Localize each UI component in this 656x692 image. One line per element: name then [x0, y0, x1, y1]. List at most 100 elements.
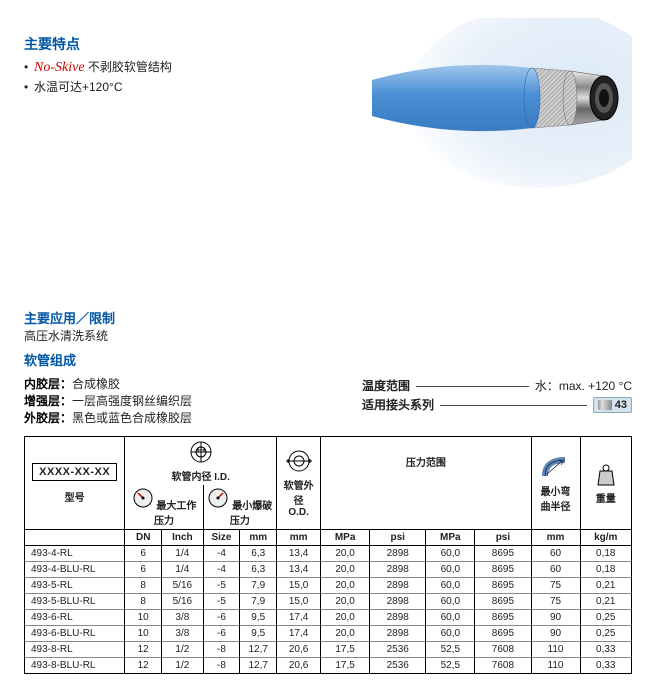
table-cell: 110: [531, 642, 580, 658]
hdr-pressure: 压力范围: [321, 437, 531, 486]
unit-header: [25, 530, 125, 546]
table-cell: 60,0: [426, 610, 475, 626]
table-cell: 15,0: [277, 578, 321, 594]
temp-label: 温度范围: [362, 377, 410, 394]
table-cell: 493-5-RL: [25, 578, 125, 594]
table-cell: 1/2: [162, 658, 204, 674]
top-section: 主要特点 •No-Skive 不剥胶软管结构 •水温可达+120°C: [24, 18, 632, 188]
gauge-icon: [132, 487, 154, 509]
table-cell: 17,4: [277, 610, 321, 626]
unit-header: kg/m: [580, 530, 632, 546]
table-cell: 20,0: [321, 546, 370, 562]
unit-header: Size: [203, 530, 240, 546]
id-icon: [188, 439, 214, 465]
table-cell: 493-4-RL: [25, 546, 125, 562]
hdr-weight: 重量: [580, 437, 632, 530]
table-cell: 2898: [370, 546, 426, 562]
features-bullets: •No-Skive 不剥胶软管结构 •水温可达+120°C: [24, 58, 372, 95]
table-cell: 60,0: [426, 546, 475, 562]
unit-header: MPa: [321, 530, 370, 546]
table-cell: 6,3: [240, 546, 277, 562]
table-cell: 17,5: [321, 642, 370, 658]
hdr-model-label: 型号: [28, 489, 121, 504]
composition-section: 软管组成 内胶层：合成橡胶 增强层：一层高强度钢丝编织层 外胶层：黑色或蓝色合成…: [24, 350, 632, 426]
table-cell: 493-8-RL: [25, 642, 125, 658]
table-cell: 12: [125, 658, 162, 674]
unit-header: psi: [475, 530, 531, 546]
application-text: 高压水清洗系统: [24, 327, 632, 344]
fitting-icon: [598, 400, 612, 410]
table-cell: 75: [531, 594, 580, 610]
table-cell: 8: [125, 594, 162, 610]
unit-header: mm: [277, 530, 321, 546]
composition-right: 温度范围 水：max. +120 °C 适用接头系列 43: [362, 375, 632, 415]
hdr-maxwork: 最大工作压力: [125, 485, 203, 530]
table-cell: 2898: [370, 562, 426, 578]
reinforce-value: 一层高强度钢丝编织层: [72, 394, 192, 408]
table-cell: 0,21: [580, 578, 632, 594]
table-cell: 12,7: [240, 658, 277, 674]
table-cell: 13,4: [277, 562, 321, 578]
outer-value: 黑色或蓝色合成橡胶层: [72, 411, 192, 425]
unit-header: Inch: [162, 530, 204, 546]
table-cell: 13,4: [277, 546, 321, 562]
table-cell: 20,0: [321, 594, 370, 610]
table-row: 493-8-RL121/2-812,720,617,5253652,576081…: [25, 642, 632, 658]
table-cell: 1/2: [162, 642, 204, 658]
feature-bullet: •水温可达+120°C: [24, 78, 372, 95]
composition-heading: 软管组成: [24, 350, 632, 369]
inner-value: 合成橡胶: [72, 377, 120, 391]
hdr-bend: 最小弯 曲半径: [531, 437, 580, 530]
hose-svg: [372, 18, 632, 188]
table-cell: 60,0: [426, 594, 475, 610]
table-cell: 7608: [475, 642, 531, 658]
table-cell: 6: [125, 546, 162, 562]
table-cell: 0,18: [580, 562, 632, 578]
table-cell: 2898: [370, 578, 426, 594]
application-heading: 主要应用／限制: [24, 308, 632, 327]
table-cell: 90: [531, 610, 580, 626]
table-cell: 8695: [475, 610, 531, 626]
feature-bullet: •No-Skive 不剥胶软管结构: [24, 58, 372, 76]
table-cell: 8695: [475, 578, 531, 594]
table-cell: 7,9: [240, 594, 277, 610]
table-cell: 9,5: [240, 610, 277, 626]
hdr-id: 软管内径 I.D.: [125, 437, 277, 486]
table-cell: 60: [531, 562, 580, 578]
table-cell: 20,6: [277, 642, 321, 658]
table-cell: -4: [203, 546, 240, 562]
application-section: 主要应用／限制 高压水清洗系统: [24, 308, 632, 344]
table-cell: 493-8-BLU-RL: [25, 658, 125, 674]
table-cell: -4: [203, 562, 240, 578]
table-cell: 20,6: [277, 658, 321, 674]
table-row: 493-4-RL61/4-46,313,420,0289860,08695600…: [25, 546, 632, 562]
table-cell: -8: [203, 658, 240, 674]
table-cell: 60,0: [426, 562, 475, 578]
table-row: 493-4-BLU-RL61/4-46,313,420,0289860,0869…: [25, 562, 632, 578]
table-cell: 0,25: [580, 610, 632, 626]
table-cell: -8: [203, 642, 240, 658]
table-cell: 3/8: [162, 610, 204, 626]
unit-header: mm: [240, 530, 277, 546]
table-row: 493-5-BLU-RL85/16-57,915,020,0289860,086…: [25, 594, 632, 610]
table-cell: 493-5-BLU-RL: [25, 594, 125, 610]
table-cell: 493-6-RL: [25, 610, 125, 626]
model-placeholder: XXXX-XX-XX: [32, 463, 117, 481]
table-cell: 7,9: [240, 578, 277, 594]
gauge-icon-2: [207, 487, 229, 509]
table-cell: 8: [125, 578, 162, 594]
table-cell: -5: [203, 594, 240, 610]
hdr-model: XXXX-XX-XX 型号: [25, 437, 125, 530]
table-row: 493-5-RL85/16-57,915,020,0289860,0869575…: [25, 578, 632, 594]
table-cell: 6: [125, 562, 162, 578]
unit-header: mm: [531, 530, 580, 546]
table-cell: 110: [531, 658, 580, 674]
reinforce-label: 增强层：: [24, 394, 72, 408]
table-cell: 12: [125, 642, 162, 658]
unit-header: MPa: [426, 530, 475, 546]
features-heading: 主要特点: [24, 34, 372, 54]
fittings-label: 适用接头系列: [362, 396, 434, 413]
unit-header: DN: [125, 530, 162, 546]
table-cell: 7608: [475, 658, 531, 674]
fittings-tag: 43: [593, 397, 632, 413]
